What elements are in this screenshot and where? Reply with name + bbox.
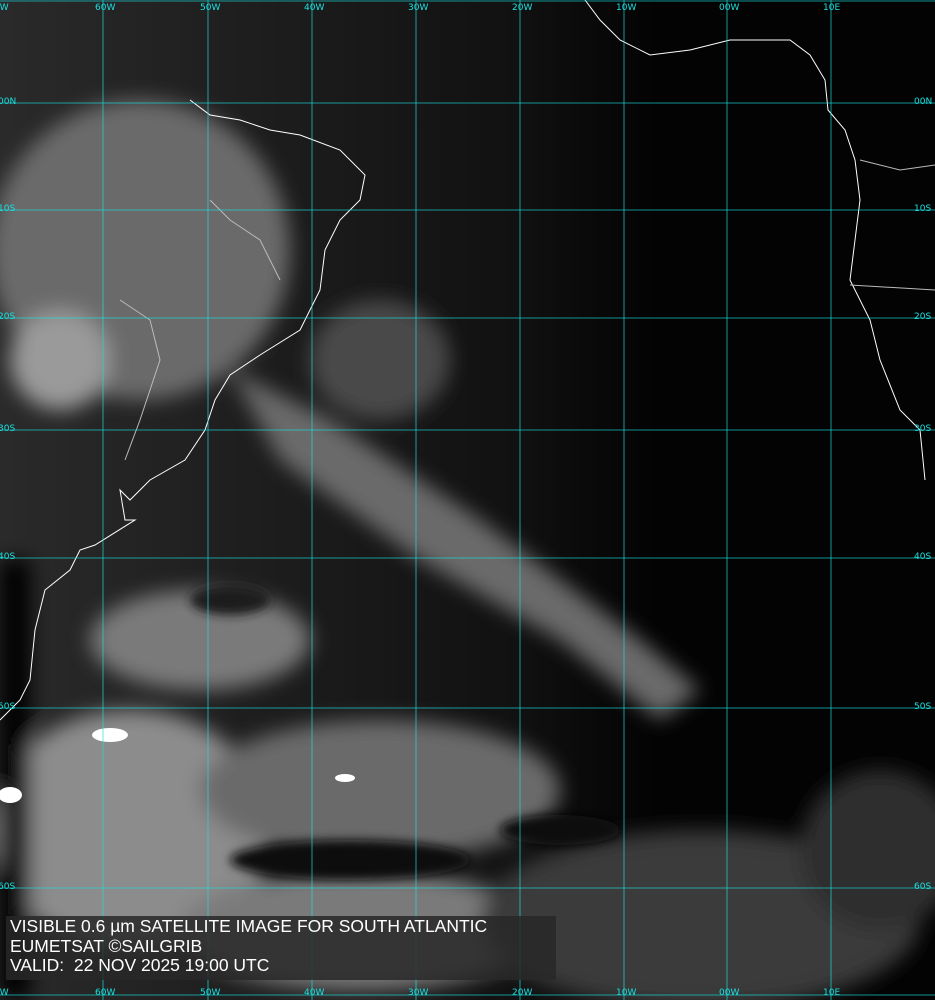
latitude-label-right: 10S [914, 204, 932, 214]
longitude-label-top: 10E [823, 3, 841, 13]
latitude-label-left: 40S [0, 552, 16, 562]
latitude-label-right: 00N [914, 97, 933, 107]
latitude-label-left: 60S [0, 882, 16, 892]
longitude-label-bottom: 00W [719, 988, 740, 998]
longitude-label-bottom: 50W [200, 988, 221, 998]
cloud-cover [0, 100, 935, 1000]
longitude-label-top: 30W [408, 3, 429, 13]
caption-title: VISIBLE 0.6 µm SATELLITE IMAGE FOR SOUTH… [10, 916, 488, 936]
image-caption: VISIBLE 0.6 µm SATELLITE IMAGE FOR SOUTH… [6, 916, 556, 980]
longitude-label-bottom: 60W [95, 988, 116, 998]
latitude-label-right: 50S [914, 702, 932, 712]
caption-credit: EUMETSAT ©SAILGRIB [10, 935, 203, 956]
latitude-label-right: 20S [914, 312, 932, 322]
latitude-label-left: 10S [0, 204, 16, 214]
coastlines [0, 0, 935, 721]
latitude-label-right: 30S [914, 424, 932, 434]
longitude-label-top: 20W [512, 3, 533, 13]
longitude-label-top: 0W [0, 3, 9, 13]
longitude-label-bottom: 20W [512, 988, 533, 998]
longitude-label-bottom: 10E [823, 988, 841, 998]
longitude-label-bottom: 40W [304, 988, 325, 998]
latitude-label-right: 40S [914, 552, 932, 562]
caption-valid-time: VALID: 22 NOV 2025 19:00 UTC [10, 955, 270, 975]
longitude-label-top: 60W [95, 3, 116, 13]
longitude-label-bottom: 10W [616, 988, 637, 998]
longitude-label-top: 40W [304, 3, 325, 13]
longitude-label-top: 50W [200, 3, 221, 13]
latitude-label-left: 30S [0, 424, 16, 434]
latitude-label-left: 20S [0, 312, 16, 322]
longitude-label-top: 10W [616, 3, 637, 13]
latitude-label-left: 50S [0, 702, 16, 712]
longitude-label-bottom: 0W [0, 988, 9, 998]
longitude-label-bottom: 30W [408, 988, 429, 998]
latitude-label-left: 00N [0, 97, 17, 107]
longitude-label-top: 00W [719, 3, 740, 13]
latitude-label-right: 60S [914, 882, 932, 892]
